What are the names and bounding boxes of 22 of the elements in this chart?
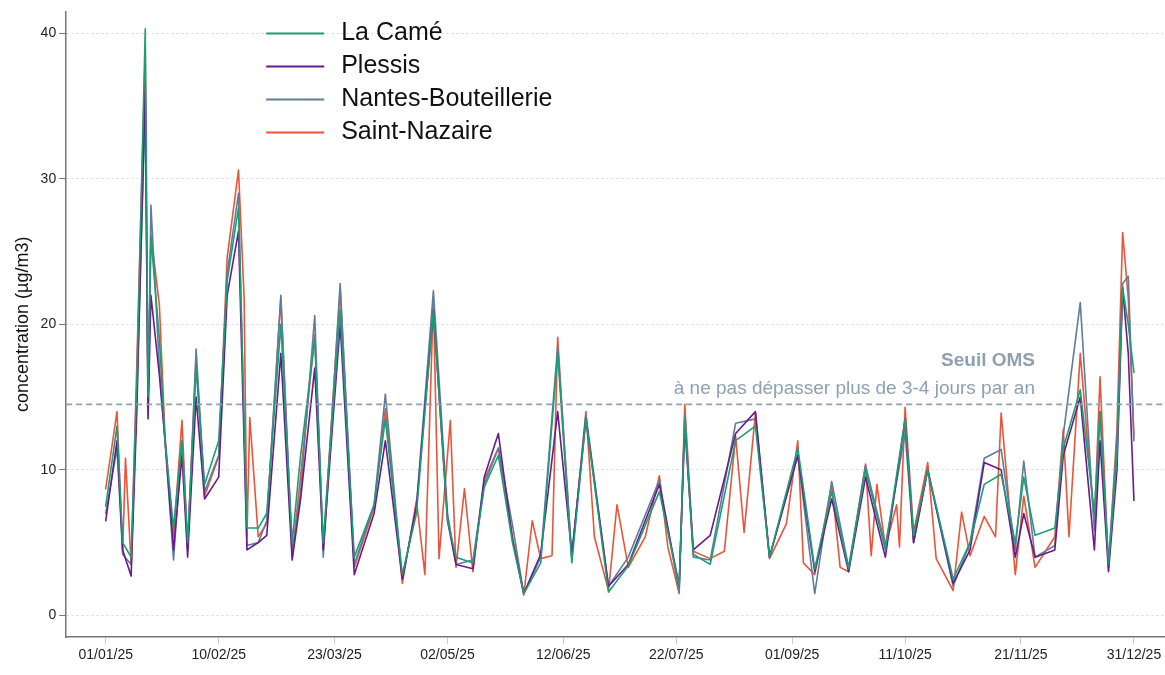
x-tick-label: 31/12/25 <box>1106 646 1162 663</box>
x-tick-label: 10/02/25 <box>191 646 247 663</box>
legend-label: Plessis <box>341 50 421 79</box>
x-tick-label: 11/10/25 <box>878 646 933 663</box>
legend-label: La Camé <box>341 17 443 46</box>
annotation: à ne pas dépasser plus de 3-4 jours par an <box>673 377 1035 399</box>
y-tick-label: 20 <box>40 315 57 332</box>
y-tick-label: 0 <box>48 606 57 623</box>
x-tick-label: 22/07/25 <box>649 646 704 663</box>
x-tick-label: 01/01/25 <box>78 646 134 663</box>
x-tick-label: 02/05/25 <box>420 646 475 663</box>
y-axis-title: concentration (µg/m3) <box>11 236 32 413</box>
y-tick-label: 40 <box>40 24 57 41</box>
x-tick-label: 12/06/25 <box>536 646 591 663</box>
ref-line-label: Seuil OMS <box>941 349 1035 371</box>
y-tick-label: 30 <box>40 169 57 186</box>
legend-label: Nantes-Bouteillerie <box>341 83 553 112</box>
x-tick-label: 23/03/25 <box>307 646 362 663</box>
y-tick-label: 10 <box>40 460 57 477</box>
legend-label: Saint-Nazaire <box>341 116 493 145</box>
x-tick-label: 21/11/25 <box>994 646 1048 663</box>
x-tick-label: 01/09/25 <box>764 646 820 663</box>
